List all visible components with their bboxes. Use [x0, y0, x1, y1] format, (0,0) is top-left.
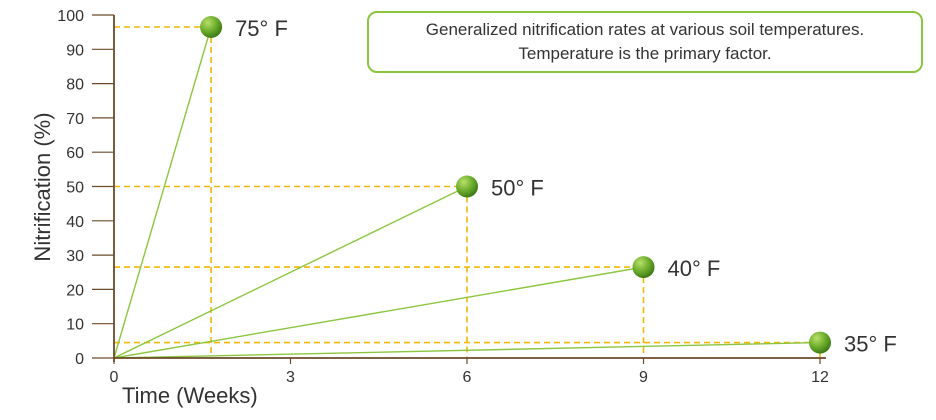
- axes: [113, 15, 826, 362]
- y-tick-label: 30: [66, 248, 84, 265]
- y-tick-label: 20: [66, 282, 84, 299]
- point-label: 50° F: [491, 176, 544, 201]
- y-tick-label: 80: [66, 77, 84, 94]
- y-tick-label: 70: [66, 111, 84, 128]
- data-point-marker: [200, 16, 223, 39]
- markers: [200, 16, 831, 354]
- y-axis-title: Nitrification (%): [30, 112, 55, 261]
- series-line: [113, 185, 468, 359]
- series-line: [113, 266, 644, 359]
- x-tick-label: 6: [463, 369, 472, 386]
- point-label: 35° F: [844, 332, 897, 357]
- guide-lines: [114, 26, 821, 358]
- y-tick-label: 0: [75, 351, 84, 368]
- x-tick-label: 3: [286, 369, 295, 386]
- data-point-marker: [632, 256, 655, 279]
- series-line: [113, 26, 212, 359]
- annotation-box: Generalized nitrification rates at vario…: [367, 11, 923, 73]
- x-tick-label: 0: [110, 369, 119, 386]
- ticks: 0 10 20 30 40 50 60 70 80 90 100 0 3 6 9 12: [57, 8, 829, 386]
- y-tick-label: 90: [66, 42, 84, 59]
- x-tick-label: 12: [811, 369, 829, 386]
- x-tick-label: 9: [639, 369, 648, 386]
- series-line: [113, 341, 821, 359]
- y-tick-label: 10: [66, 317, 84, 334]
- x-axis-title: Time (Weeks): [122, 383, 258, 408]
- series-lines: [113, 26, 821, 359]
- point-label: 75° F: [235, 16, 288, 41]
- y-tick-label: 60: [66, 145, 84, 162]
- data-point-marker: [809, 331, 831, 354]
- annotation-line-1: Generalized nitrification rates at vario…: [425, 20, 865, 39]
- data-point-marker: [456, 175, 478, 198]
- point-labels: 75° F 50° F 40° F 35° F: [235, 16, 897, 357]
- y-tick-label: 100: [57, 8, 84, 25]
- y-tick-label: 50: [66, 180, 84, 197]
- y-tick-label: 40: [66, 214, 84, 231]
- point-label: 40° F: [668, 256, 721, 281]
- annotation-line-2: Temperature is the primary factor.: [518, 44, 772, 63]
